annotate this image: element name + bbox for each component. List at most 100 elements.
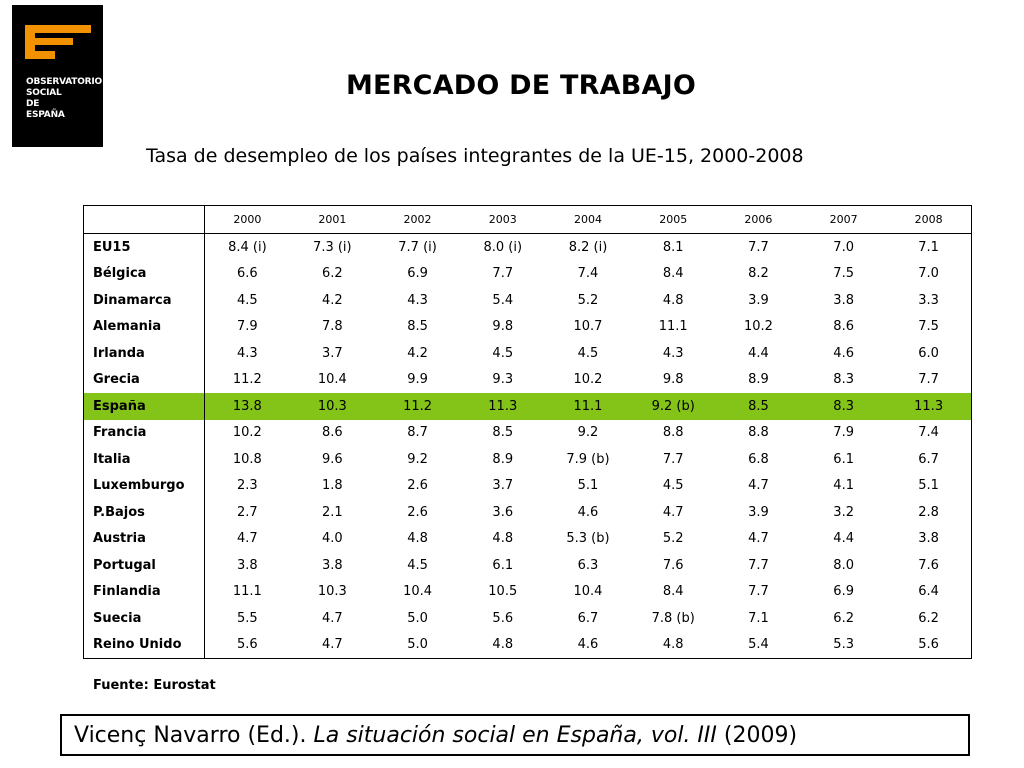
value-cell: 5.2 — [662, 531, 684, 547]
value-cell: 1.8 — [321, 478, 343, 494]
value-cell: 7.7 — [662, 451, 684, 467]
year-header: 2002 — [374, 205, 461, 234]
value-cell: 8.5 — [492, 425, 514, 441]
country-cell: Alemania — [83, 313, 205, 340]
value-cell: 5.2 — [577, 292, 599, 308]
value-cell: 10.4 — [317, 372, 347, 388]
value-cell: 8.9 — [492, 451, 514, 467]
value-cell: 7.0 — [833, 239, 854, 255]
value-cell: 3.2 — [833, 504, 854, 520]
table-row: Reino Unido 5.6 4.7 5.0 4.8 4.6 4.8 5.4 5.3 5.6 — [83, 631, 972, 659]
value-cell: 4.4 — [748, 345, 769, 361]
value-cell: 3.8 — [321, 557, 343, 573]
value-cell: 7.9 — [237, 319, 258, 335]
table-row: Italia 10.8 9.6 9.2 8.9 7.9 (b) 7.7 6.8 6.1 6.7 — [83, 446, 972, 473]
value-cell: 8.9 — [748, 372, 769, 388]
country-cell: Austria — [83, 525, 205, 552]
table-row: EU15 8.4 (i) 7.3 (i) 7.7 (i) 8.0 (i) 8.2 (i) 8… — [83, 233, 972, 261]
value-cell: 8.2 (i) — [568, 239, 608, 255]
table-row: Alemania 7.9 7.8 8.5 9.8 10.7 11.1 10.2 8.6 7.5 — [83, 313, 972, 340]
value-cell: 7.7 — [748, 239, 769, 255]
table-row: P.Bajos 2.7 2.1 2.6 3.6 4.6 4.7 3.9 3.2 2.8 — [83, 499, 972, 526]
value-cell: 7.7 — [748, 584, 769, 600]
logo-line: ESPAÑA — [26, 110, 65, 120]
value-cell: 3.9 — [748, 292, 769, 308]
value-cell: 2.6 — [407, 478, 428, 494]
value-cell: 9.2 — [577, 425, 599, 441]
value-cell: 5.5 — [237, 610, 258, 626]
value-cell: 11.2 — [232, 372, 262, 388]
value-cell: 7.8 — [321, 319, 343, 335]
value-cell: 3.6 — [492, 504, 514, 520]
value-cell: 8.5 — [715, 393, 802, 420]
citation-suffix: (2009) — [716, 723, 798, 748]
value-cell: 2.7 — [237, 504, 258, 520]
value-cell: 11.1 — [232, 584, 262, 600]
value-cell: 3.9 — [748, 504, 769, 520]
value-cell: 7.8 (b) — [651, 610, 695, 626]
year-header: 2000 — [204, 205, 290, 234]
value-cell: 10.5 — [488, 584, 518, 600]
value-cell: 7.9 (b) — [566, 451, 610, 467]
value-cell: 6.6 — [237, 266, 258, 282]
value-cell: 8.1 — [662, 239, 684, 255]
value-cell: 4.7 — [748, 531, 769, 547]
table-body: EU15 8.4 (i) 7.3 (i) 7.7 (i) 8.0 (i) 8.2 (i) 8… — [83, 233, 972, 659]
year-header: 2001 — [289, 205, 375, 234]
value-cell: 6.1 — [833, 451, 854, 467]
value-cell: 5.6 — [492, 610, 514, 626]
table-row: Portugal 3.8 3.8 4.5 6.1 6.3 7.6 7.7 8.0 7.6 — [83, 552, 972, 579]
value-cell: 9.8 — [662, 372, 684, 388]
year-header: 2005 — [630, 205, 716, 234]
value-cell: 6.0 — [918, 345, 939, 361]
year-header: 2004 — [545, 205, 631, 234]
year-header: 2006 — [715, 205, 802, 234]
page-title: MERCADO DE TRABAJO — [345, 70, 696, 101]
value-cell: 6.1 — [492, 557, 514, 573]
value-cell: 3.7 — [492, 478, 514, 494]
table-row: Suecia 5.5 4.7 5.0 5.6 6.7 7.8 (b) 7.1 6.2 6.2 — [83, 605, 972, 632]
value-cell: 8.8 — [662, 425, 684, 441]
value-cell: 10.2 — [232, 425, 262, 441]
year-header: 2003 — [460, 205, 546, 234]
value-cell: 7.5 — [918, 319, 939, 335]
table-row: Francia 10.2 8.6 8.7 8.5 9.2 8.8 8.8 7.9 7.4 — [83, 419, 972, 446]
value-cell: 4.5 — [492, 345, 514, 361]
country-cell: Luxemburgo — [83, 472, 205, 499]
value-cell: 4.3 — [407, 292, 428, 308]
value-cell: 6.7 — [918, 451, 939, 467]
value-cell: 4.8 — [662, 637, 684, 653]
value-cell: 4.3 — [237, 345, 258, 361]
value-cell: 4.6 — [833, 345, 854, 361]
value-cell: 8.0 — [833, 557, 854, 573]
value-cell: 6.4 — [918, 584, 939, 600]
observatorio-logo: OBSERVATORIO SOCIAL DE ESPAÑA — [12, 5, 103, 147]
value-cell: 10.4 — [573, 584, 603, 600]
value-cell: 7.9 — [833, 425, 854, 441]
value-cell: 9.2 — [407, 451, 428, 467]
year-header: 2008 — [886, 205, 972, 234]
value-cell: 4.8 — [492, 637, 514, 653]
logo-mark-icon — [25, 25, 91, 59]
value-cell: 7.7 (i) — [398, 239, 437, 255]
table-header-row: 2000 2001 2002 2003 2004 2005 2006 2007 2008 — [83, 205, 972, 234]
value-cell: 3.7 — [321, 345, 343, 361]
value-cell: 7.0 — [918, 266, 939, 282]
value-cell: 8.3 — [833, 372, 854, 388]
country-cell: Suecia — [83, 605, 205, 632]
value-cell: 8.3 — [801, 393, 887, 420]
value-cell: 4.4 — [833, 531, 854, 547]
value-cell: 5.1 — [918, 478, 939, 494]
value-cell: 6.2 — [321, 266, 343, 282]
value-cell: 11.3 — [460, 393, 546, 420]
value-cell: 7.7 — [918, 372, 939, 388]
value-cell: 4.3 — [662, 345, 684, 361]
value-cell: 4.2 — [321, 292, 343, 308]
value-cell: 8.4 — [662, 266, 684, 282]
source-note: Fuente: Eurostat — [93, 678, 216, 693]
value-cell: 2.6 — [407, 504, 428, 520]
table-row: Dinamarca 4.5 4.2 4.3 5.4 5.2 4.8 3.9 3.8 3.3 — [83, 287, 972, 314]
citation-title: La situación social en España, vol. III — [313, 723, 717, 748]
value-cell: 8.4 (i) — [228, 239, 267, 255]
value-cell: 5.4 — [748, 637, 769, 653]
